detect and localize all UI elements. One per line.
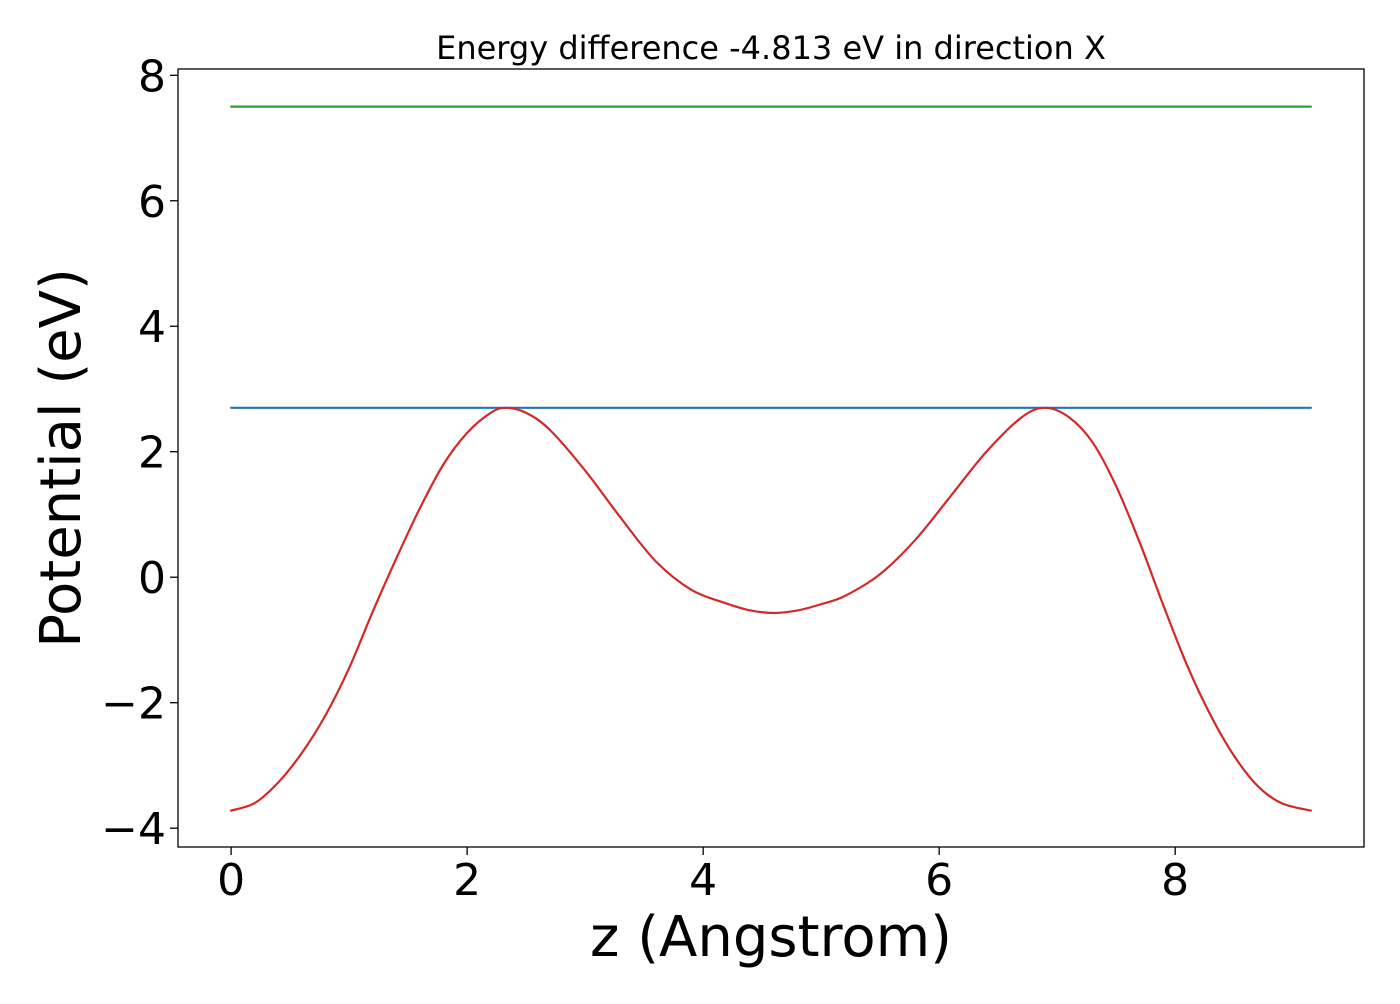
y-tick-label: 4: [138, 302, 166, 353]
y-axis: −4 −2 0 2 4 6 8: [101, 51, 178, 855]
y-tick-label: 8: [138, 51, 166, 102]
plot-frame: [177, 68, 1365, 848]
x-tick-label: 8: [1161, 855, 1189, 906]
y-tick-label: −2: [101, 679, 166, 730]
chart-title: Energy difference -4.813 eV in direction…: [436, 29, 1106, 67]
plot-series: [230, 105, 1312, 812]
x-tick-label: 6: [925, 855, 953, 906]
x-axis-label: z (Angstrom): [590, 905, 952, 970]
x-tick-label: 2: [453, 855, 481, 906]
y-tick-label: 2: [138, 428, 166, 479]
y-tick-label: 0: [138, 553, 166, 604]
x-tick-label: 0: [217, 855, 245, 906]
y-tick-label: −4: [101, 804, 166, 855]
series-line-2: [230, 406, 1312, 812]
x-axis: 0 2 4 6 8: [217, 847, 1189, 906]
x-tick-label: 4: [689, 855, 717, 906]
y-axis-label: Potential (eV): [29, 268, 94, 648]
y-tick-label: 6: [138, 177, 166, 228]
